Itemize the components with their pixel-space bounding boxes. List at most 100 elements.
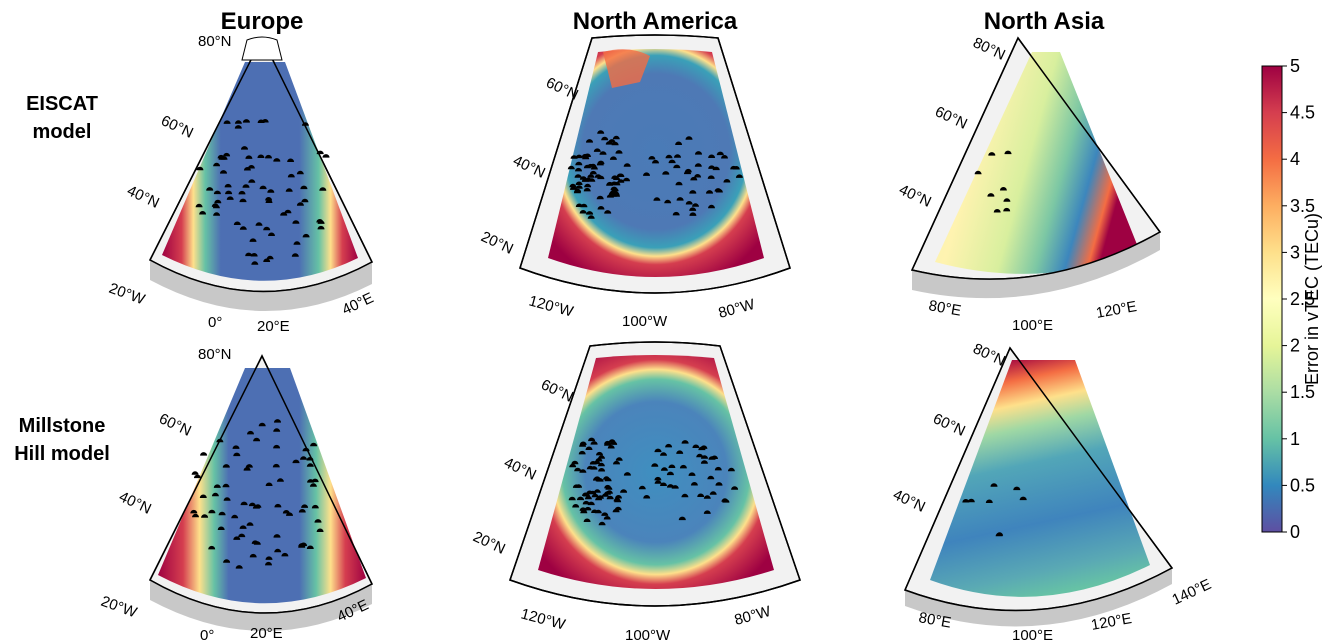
station-marker bbox=[604, 210, 612, 214]
station-marker bbox=[572, 484, 580, 488]
station-marker bbox=[662, 171, 670, 175]
station-marker bbox=[599, 151, 607, 155]
station-marker bbox=[568, 496, 576, 501]
station-marker bbox=[684, 168, 692, 173]
station-marker bbox=[715, 482, 723, 486]
station-marker bbox=[668, 464, 676, 468]
na-top-lat-20: 20°N bbox=[478, 228, 516, 258]
station-marker bbox=[218, 511, 226, 516]
station-marker bbox=[575, 185, 583, 189]
station-marker bbox=[712, 166, 720, 171]
station-marker bbox=[990, 483, 998, 487]
as-top-lon-120e: 120°E bbox=[1095, 298, 1138, 322]
na-top-lon-100w: 100°W bbox=[622, 313, 668, 330]
station-marker bbox=[284, 209, 292, 214]
station-marker bbox=[310, 442, 318, 447]
station-marker bbox=[606, 495, 614, 500]
na-bot-lat-40: 40°N bbox=[501, 454, 539, 484]
station-marker bbox=[239, 226, 247, 230]
station-marker bbox=[987, 193, 995, 197]
station-marker bbox=[292, 220, 300, 224]
station-marker bbox=[287, 173, 295, 178]
as-bot-lat-60: 60°N bbox=[930, 410, 968, 440]
station-marker bbox=[623, 177, 630, 182]
station-marker bbox=[598, 455, 605, 459]
station-marker bbox=[302, 447, 310, 452]
station-marker bbox=[586, 211, 594, 215]
eu-top-lon-20w: 20°W bbox=[107, 280, 148, 309]
eu-bot-lat-80: 80°N bbox=[198, 346, 232, 363]
station-marker bbox=[708, 456, 716, 460]
station-marker bbox=[298, 543, 306, 547]
station-marker bbox=[607, 445, 615, 449]
station-marker bbox=[263, 258, 271, 262]
station-marker bbox=[706, 190, 713, 194]
station-marker bbox=[652, 159, 659, 164]
station-marker bbox=[654, 476, 662, 481]
station-marker bbox=[195, 203, 203, 208]
station-marker bbox=[689, 212, 697, 216]
station-marker bbox=[593, 477, 600, 481]
station-marker bbox=[731, 486, 739, 490]
station-marker bbox=[674, 154, 681, 158]
station-marker bbox=[615, 150, 623, 154]
station-marker bbox=[301, 122, 309, 126]
station-marker bbox=[319, 187, 327, 191]
station-marker bbox=[200, 452, 208, 456]
station-marker bbox=[216, 438, 224, 443]
station-marker bbox=[605, 141, 613, 145]
station-marker bbox=[732, 166, 740, 170]
station-marker bbox=[569, 463, 577, 468]
station-marker bbox=[623, 472, 631, 476]
station-marker bbox=[316, 150, 324, 155]
station-marker bbox=[678, 516, 686, 521]
station-marker bbox=[1004, 150, 1012, 155]
station-marker bbox=[672, 211, 680, 216]
station-marker bbox=[643, 172, 650, 176]
as-bot-lon-120e: 120°E bbox=[1090, 610, 1133, 634]
station-marker bbox=[703, 510, 711, 514]
station-marker bbox=[593, 489, 601, 493]
station-marker bbox=[251, 540, 259, 544]
station-marker bbox=[651, 463, 659, 467]
eu-top-lat-80: 80°N bbox=[198, 33, 232, 50]
station-marker bbox=[579, 507, 587, 511]
station-marker bbox=[614, 498, 622, 503]
station-marker bbox=[603, 516, 611, 520]
station-marker bbox=[222, 464, 230, 468]
station-marker bbox=[257, 119, 265, 123]
station-marker bbox=[660, 482, 667, 486]
station-marker bbox=[247, 430, 254, 435]
station-marker bbox=[314, 519, 322, 523]
station-marker bbox=[574, 467, 582, 472]
station-marker bbox=[212, 204, 220, 209]
station-marker bbox=[224, 183, 232, 188]
station-marker bbox=[587, 215, 595, 219]
station-marker bbox=[250, 253, 258, 257]
station-marker bbox=[274, 419, 281, 423]
as-top-lon-80e: 80°E bbox=[927, 297, 962, 319]
station-marker bbox=[582, 492, 589, 496]
station-marker bbox=[220, 170, 227, 174]
station-marker bbox=[601, 512, 609, 516]
station-marker bbox=[322, 154, 330, 158]
station-marker bbox=[263, 226, 271, 231]
station-marker bbox=[571, 460, 579, 465]
colorbar-tick-label: 1 bbox=[1290, 429, 1300, 449]
station-marker bbox=[594, 509, 602, 514]
station-marker bbox=[676, 450, 684, 454]
station-marker bbox=[685, 136, 693, 140]
station-marker bbox=[199, 211, 207, 215]
station-marker bbox=[208, 509, 216, 514]
station-marker bbox=[668, 159, 676, 164]
station-marker bbox=[681, 493, 689, 498]
station-marker bbox=[679, 464, 687, 469]
station-marker bbox=[638, 485, 646, 490]
station-marker bbox=[306, 463, 314, 467]
station-marker bbox=[265, 556, 273, 560]
station-marker bbox=[300, 185, 308, 190]
station-marker bbox=[727, 467, 735, 472]
station-marker bbox=[234, 125, 242, 129]
station-marker bbox=[245, 252, 253, 257]
station-marker bbox=[696, 453, 704, 458]
